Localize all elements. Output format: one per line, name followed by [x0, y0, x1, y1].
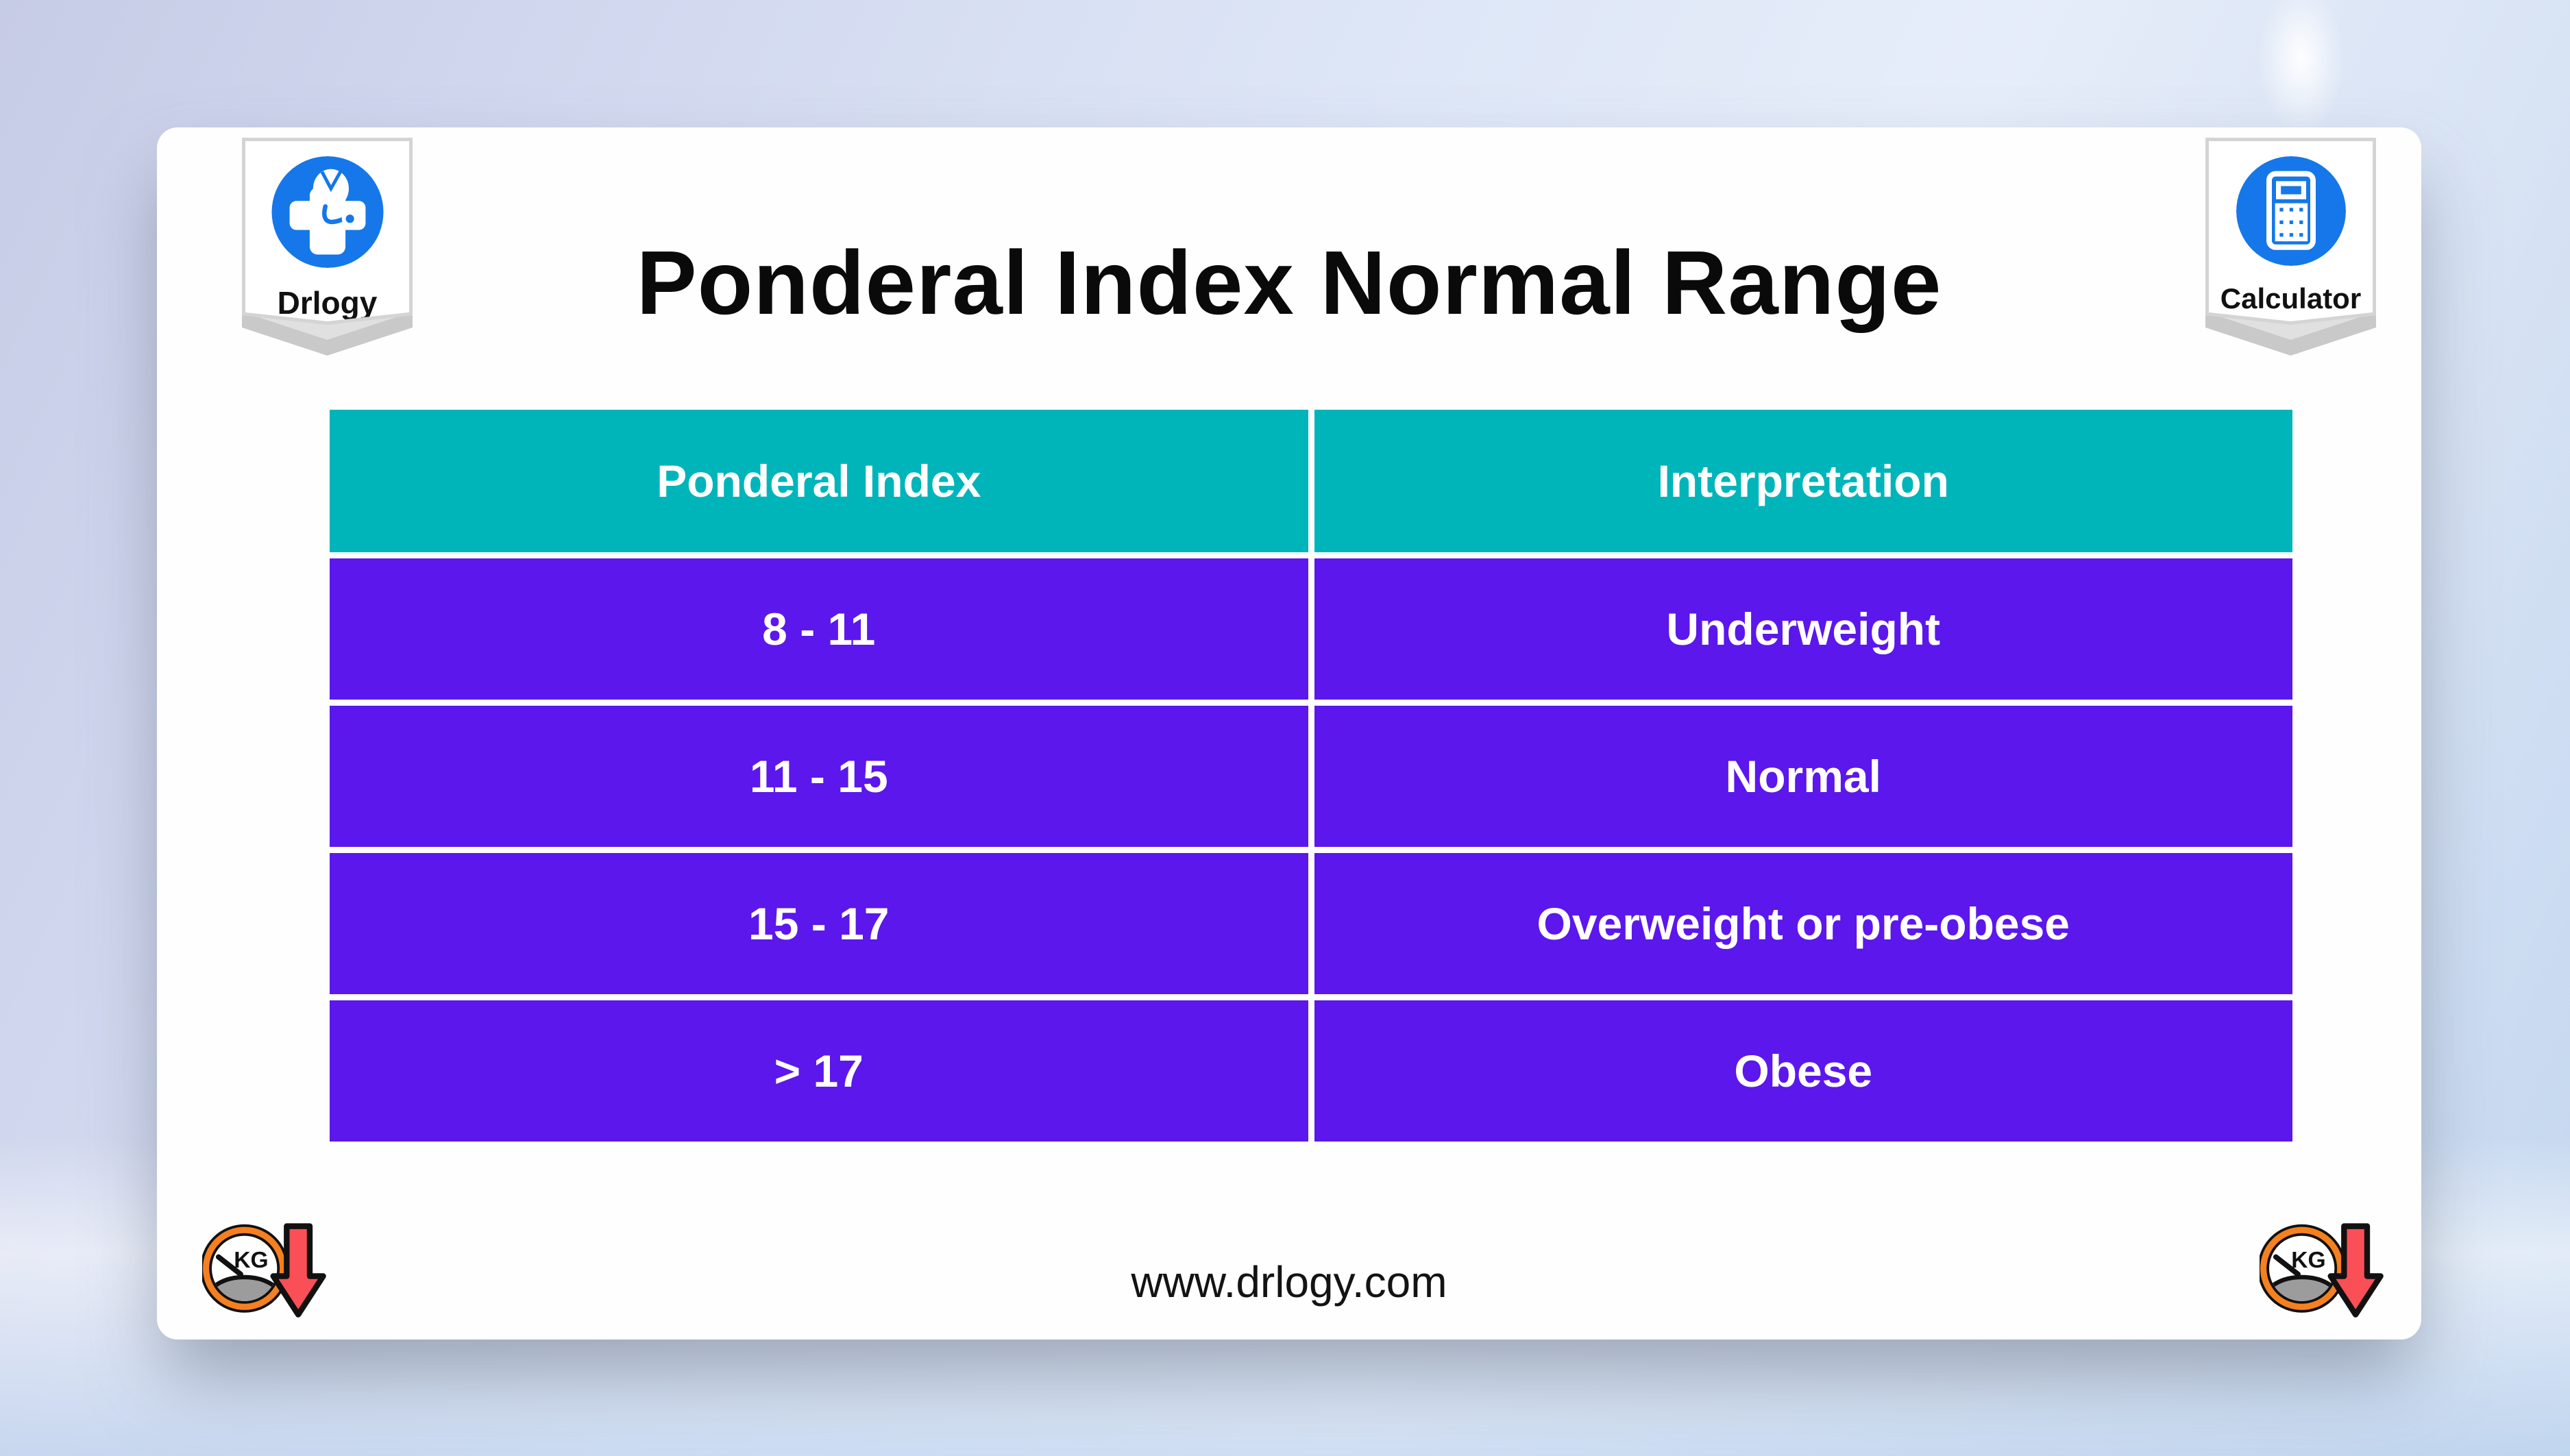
infographic-card: Drlogy Ponderal Index Normal Range: [157, 127, 2421, 1340]
table-cell-interpretation: Normal: [1314, 706, 2292, 847]
table-cell-range: 8 - 11: [330, 558, 1308, 700]
table-cell-range: 15 - 17: [330, 853, 1308, 994]
table-cell-range: 11 - 15: [330, 706, 1308, 847]
ponderal-index-table: Ponderal Index Interpretation 8 - 11 Und…: [330, 410, 2292, 1142]
table-cell-interpretation: Obese: [1314, 1000, 2292, 1142]
table-cell-interpretation: Overweight or pre-obese: [1314, 853, 2292, 994]
svg-text:KG: KG: [2291, 1248, 2325, 1273]
drlogy-medical-cross-icon: [271, 156, 383, 268]
drlogy-brand-badge: Drlogy: [242, 138, 413, 356]
calculator-badge: Calculator: [2205, 138, 2376, 356]
table-cell-interpretation: Underweight: [1314, 558, 2292, 700]
page-title: Ponderal Index Normal Range: [636, 232, 1942, 333]
website-url: www.drlogy.com: [1131, 1257, 1447, 1307]
badge-label: Calculator: [2220, 282, 2362, 314]
table-cell-range: > 17: [330, 1000, 1308, 1142]
table-header-ponderal-index: Ponderal Index: [330, 410, 1308, 552]
badge-shield: Drlogy: [245, 141, 409, 321]
table-header-interpretation: Interpretation: [1314, 410, 2292, 552]
badge-label: Drlogy: [277, 285, 378, 321]
weight-loss-kg-icon: KG: [2260, 1223, 2384, 1318]
weight-loss-kg-icon: KG: [202, 1223, 326, 1318]
calculator-icon: [2236, 156, 2346, 266]
svg-text:KG: KG: [234, 1248, 268, 1273]
badge-shield: Calculator: [2209, 141, 2373, 321]
